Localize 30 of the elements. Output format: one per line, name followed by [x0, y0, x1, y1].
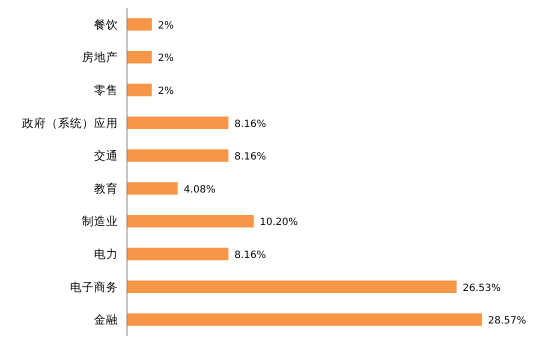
- y-tick-label: 制造业: [82, 214, 118, 228]
- bar: [127, 214, 254, 228]
- bar: [127, 50, 152, 64]
- y-tick-label: 金融: [94, 312, 118, 327]
- data-label: 4.08%: [184, 184, 216, 196]
- y-tick-label: 零售: [94, 83, 118, 97]
- bar: [127, 149, 228, 162]
- y-tick-label: 交通: [94, 148, 118, 163]
- y-tick-label: 电力: [94, 247, 118, 261]
- data-label: 8.16%: [234, 118, 266, 130]
- data-label: 26.53%: [462, 282, 501, 294]
- y-tick-label: 房地产: [82, 50, 118, 64]
- bar: [127, 18, 152, 31]
- y-tick-label: 餐饮: [94, 17, 118, 32]
- data-label: 10.20%: [260, 217, 298, 228]
- bar: [127, 116, 228, 130]
- bar: [127, 182, 178, 195]
- bar: [127, 313, 482, 326]
- data-label: 2%: [158, 20, 174, 32]
- bar: [127, 84, 152, 96]
- bar: [127, 248, 228, 260]
- data-label: 2%: [158, 86, 174, 97]
- data-label: 28.57%: [488, 316, 526, 327]
- y-tick-label: 教育: [94, 181, 118, 196]
- data-label: 8.16%: [234, 152, 266, 163]
- data-label: 8.16%: [234, 250, 266, 261]
- bar: [127, 280, 457, 294]
- y-tick-label: 政府（系统）应用: [22, 116, 118, 130]
- data-label: 2%: [158, 53, 174, 64]
- y-tick-label: 电子商务: [70, 280, 118, 294]
